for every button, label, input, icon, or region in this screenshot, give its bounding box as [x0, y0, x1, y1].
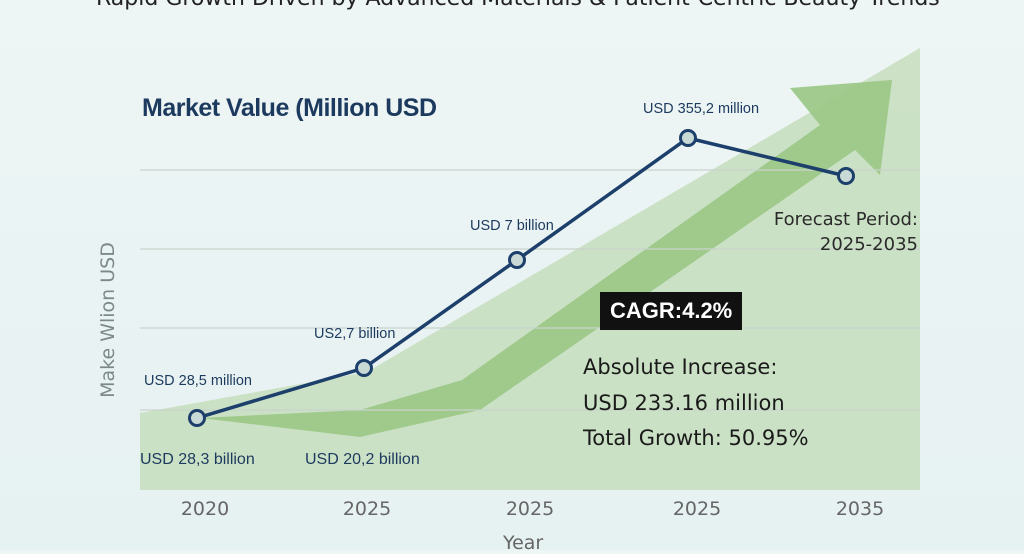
data-point: [679, 129, 697, 147]
data-point: [188, 409, 206, 427]
bottom-label: USD 28,3 billion: [140, 451, 255, 468]
chart-subtitle: Market Value (Million USD: [142, 94, 437, 122]
data-point: [355, 359, 373, 377]
x-tick-label: 2025: [505, 498, 555, 520]
absolute-increase-value: USD 233.16 million: [583, 391, 785, 415]
forecast-period: Forecast Period: 2025-2035: [774, 207, 918, 257]
x-tick-label: 2035: [835, 498, 885, 520]
data-label: USD 28,5 million: [144, 373, 252, 389]
chart-title: Rapid Growth Driven by Advanced Material…: [96, 0, 940, 11]
data-point: [837, 167, 855, 185]
data-label: USD 7 billion: [470, 218, 554, 234]
cagr-badge: CAGR:4.2%: [600, 292, 743, 330]
total-growth: Total Growth: 50.95%: [583, 426, 809, 450]
growth-arrow: [200, 80, 892, 437]
absolute-increase-label: Absolute Increase:: [583, 355, 778, 379]
y-axis-label: Make Wlion USD: [97, 242, 119, 398]
data-label: US2,7 billion: [314, 326, 396, 342]
bottom-label: USD 20,2 billion: [305, 451, 420, 468]
x-axis-label: Year: [503, 532, 544, 554]
forecast-line2: 2025-2035: [819, 234, 918, 255]
data-label: USD 355,2 million: [643, 101, 760, 117]
x-tick-label: 2020: [180, 498, 230, 520]
forecast-line1: Forecast Period:: [773, 209, 918, 230]
x-tick-label: 2025: [342, 498, 392, 520]
data-point: [508, 251, 526, 269]
growth-area: [140, 48, 920, 490]
x-tick-label: 2025: [672, 498, 722, 520]
